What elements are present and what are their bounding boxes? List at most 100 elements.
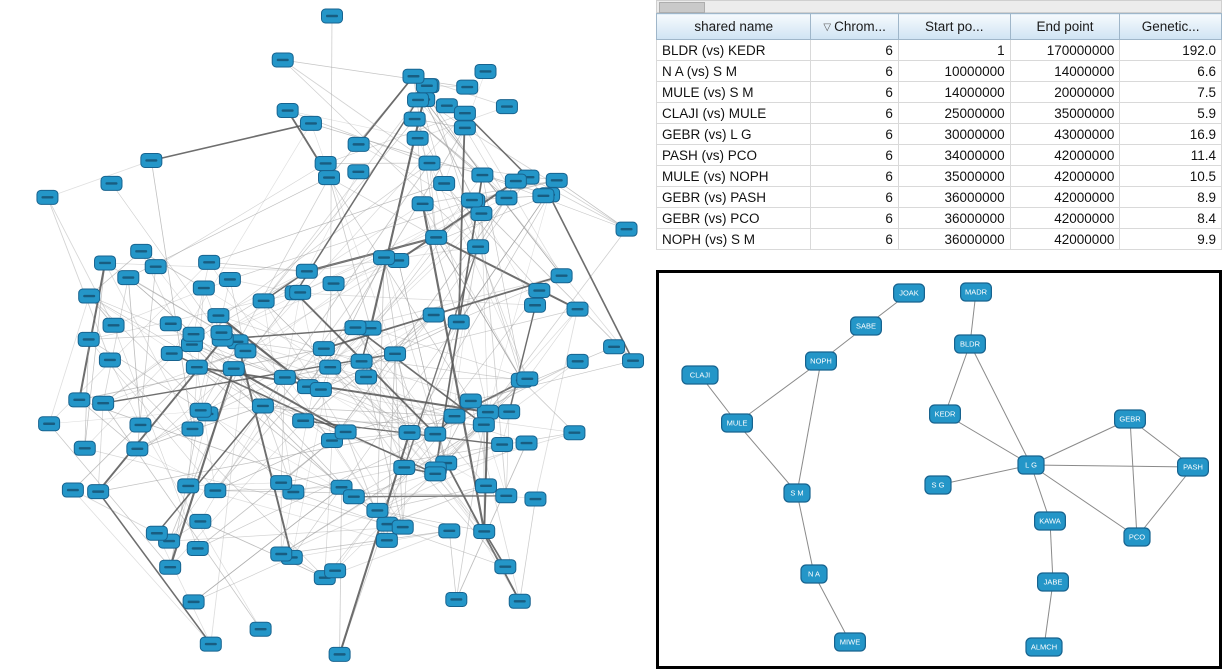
network-node[interactable] [126, 441, 149, 457]
network-node-bldr[interactable]: BLDR [954, 334, 987, 354]
network-node[interactable] [36, 189, 59, 205]
network-node[interactable] [403, 111, 426, 127]
network-node[interactable] [207, 308, 230, 324]
network-node[interactable] [276, 103, 299, 119]
network-node[interactable] [398, 425, 421, 441]
network-node[interactable] [418, 155, 441, 171]
network-node[interactable] [295, 263, 318, 279]
network-node[interactable] [145, 525, 168, 541]
network-node[interactable] [129, 417, 152, 433]
network-node[interactable] [495, 488, 518, 504]
network-node[interactable] [73, 440, 96, 456]
network-node-mule[interactable]: MULE [720, 413, 753, 433]
table-row[interactable]: MULE (vs) S M 6 14000000 20000000 7.5 [655, 81, 1222, 103]
network-node[interactable] [218, 271, 241, 287]
network-node[interactable] [186, 540, 209, 556]
network-node[interactable] [189, 513, 212, 529]
network-node[interactable] [494, 559, 517, 575]
network-node[interactable] [344, 320, 367, 336]
overview-network-canvas[interactable] [0, 0, 656, 669]
network-node[interactable] [407, 92, 430, 108]
network-node-joak[interactable]: JOAK [893, 283, 926, 303]
network-node[interactable] [476, 404, 499, 420]
network-node[interactable] [234, 343, 257, 359]
network-node[interactable] [204, 483, 227, 499]
network-node[interactable] [271, 52, 294, 68]
table-row[interactable]: GEBR (vs) PCO 6 36000000 42000000 8.4 [655, 207, 1222, 229]
network-node-na[interactable]: N A [800, 564, 828, 584]
network-node[interactable] [471, 167, 494, 183]
network-node-jabe[interactable]: JABE [1037, 572, 1070, 592]
network-node[interactable] [456, 79, 479, 95]
network-node-kawa[interactable]: KAWA [1034, 511, 1067, 531]
network-node[interactable] [322, 276, 345, 292]
network-node-kedr[interactable]: KEDR [929, 404, 962, 424]
scrollbar-thumb[interactable] [659, 2, 705, 13]
network-node[interactable] [459, 393, 482, 409]
network-node[interactable] [528, 283, 551, 299]
table-horizontal-scrollbar[interactable] [656, 0, 1222, 13]
network-node[interactable] [270, 475, 293, 491]
network-node[interactable] [87, 484, 110, 500]
table-row[interactable]: GEBR (vs) PASH 6 36000000 42000000 8.9 [655, 186, 1222, 208]
network-node[interactable] [98, 352, 121, 368]
network-node[interactable] [117, 270, 140, 286]
network-node[interactable] [504, 173, 527, 189]
network-node[interactable] [498, 404, 521, 420]
network-node[interactable] [321, 8, 343, 24]
column-header-start-po-[interactable]: Start po... [897, 13, 1011, 40]
network-node[interactable] [545, 172, 568, 188]
network-node[interactable] [603, 339, 626, 355]
table-row[interactable]: BLDR (vs) KEDR 6 1 170000000 192.0 [655, 39, 1222, 61]
network-node[interactable] [460, 192, 483, 208]
network-node[interactable] [182, 594, 205, 610]
network-node[interactable] [516, 371, 539, 387]
network-node[interactable] [402, 68, 425, 84]
network-node[interactable] [495, 190, 518, 206]
network-node[interactable] [192, 280, 215, 296]
network-node[interactable] [443, 408, 466, 424]
network-node[interactable] [160, 346, 183, 362]
network-node[interactable] [77, 331, 100, 347]
network-node[interactable] [342, 489, 365, 505]
column-header-chrom-[interactable]: ▽ Chrom... [810, 13, 899, 40]
network-node[interactable] [495, 99, 518, 115]
network-node-almch[interactable]: ALMCH [1025, 637, 1063, 657]
network-node[interactable] [309, 382, 332, 398]
network-node[interactable] [467, 239, 490, 255]
network-node[interactable] [384, 346, 407, 362]
network-node[interactable] [251, 398, 274, 414]
network-node-madr[interactable]: MADR [960, 282, 993, 302]
network-node[interactable] [68, 392, 91, 408]
network-node[interactable] [411, 196, 434, 212]
network-node[interactable] [328, 646, 351, 662]
network-node[interactable] [433, 175, 456, 191]
network-node[interactable] [532, 188, 555, 204]
network-node[interactable] [447, 314, 470, 330]
network-node[interactable] [299, 115, 322, 131]
network-node[interactable] [406, 130, 429, 146]
network-node[interactable] [94, 255, 117, 271]
table-row[interactable]: NOPH (vs) S M 6 36000000 42000000 9.9 [655, 228, 1222, 250]
network-node[interactable] [273, 369, 296, 385]
network-node[interactable] [314, 155, 337, 171]
network-node[interactable] [563, 425, 586, 441]
network-node-miwe[interactable]: MIWE [834, 632, 867, 652]
network-node[interactable] [524, 297, 547, 313]
network-node[interactable] [140, 152, 163, 168]
network-node[interactable] [78, 288, 101, 304]
network-node[interactable] [566, 301, 589, 317]
network-node-sg[interactable]: S G [924, 475, 952, 495]
network-node[interactable] [319, 359, 342, 375]
network-node[interactable] [159, 559, 182, 575]
network-node[interactable] [424, 466, 447, 482]
network-node[interactable] [181, 421, 204, 437]
network-node[interactable] [144, 259, 167, 275]
network-node[interactable] [198, 254, 221, 270]
network-node-sm[interactable]: S M [783, 483, 811, 503]
network-node[interactable] [355, 369, 378, 385]
network-node[interactable] [453, 105, 476, 121]
network-node-lg[interactable]: L G [1017, 455, 1045, 475]
table-row[interactable]: PASH (vs) PCO 6 34000000 42000000 11.4 [655, 144, 1222, 166]
table-row[interactable]: MULE (vs) NOPH 6 35000000 42000000 10.5 [655, 165, 1222, 187]
